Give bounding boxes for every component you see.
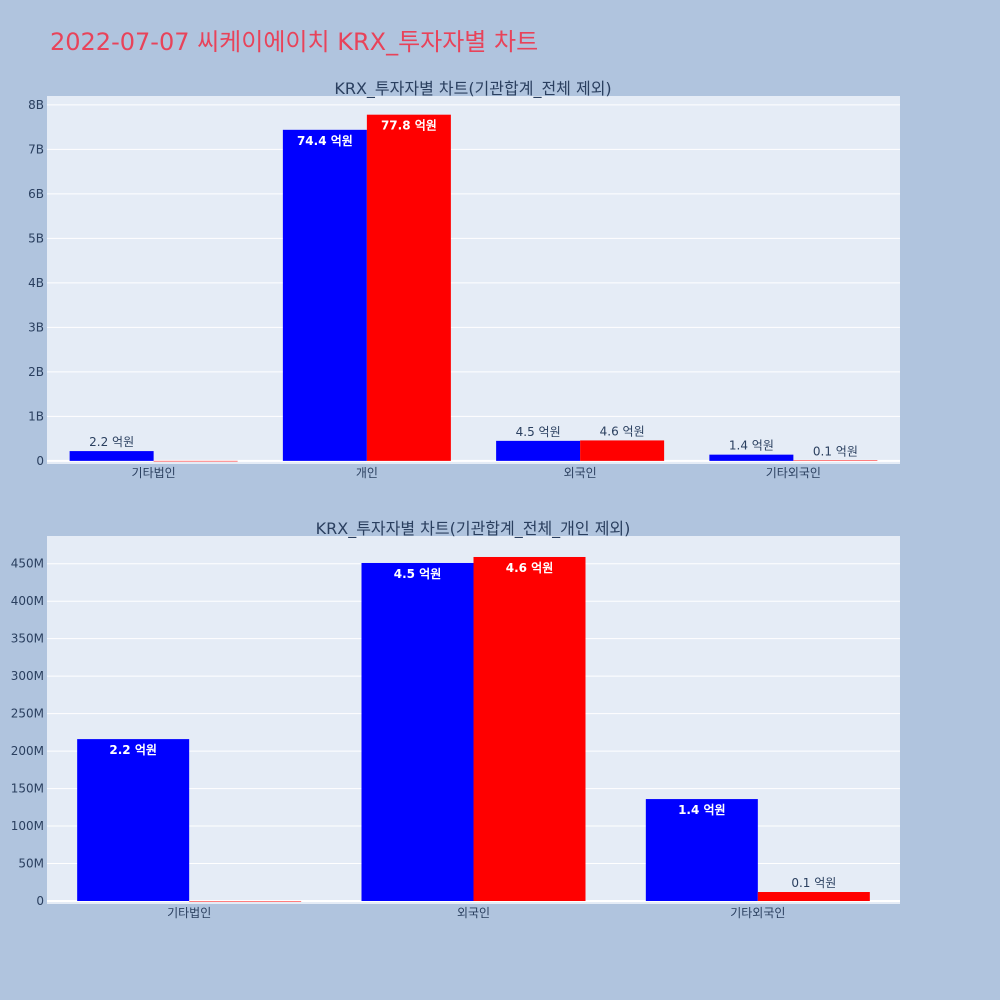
bar <box>645 799 758 902</box>
bar <box>496 440 581 461</box>
bar <box>69 451 154 461</box>
data-label: 77.8 억원 <box>381 119 437 133</box>
bar <box>366 114 451 461</box>
bar <box>709 454 794 461</box>
bar <box>580 440 665 461</box>
data-label: 1.4 억원 <box>678 803 726 817</box>
bar <box>189 901 302 902</box>
y-tick-label: 0 <box>36 894 44 908</box>
x-tick-label: 개인 <box>356 466 378 480</box>
data-label: 0.1 억원 <box>791 876 836 890</box>
y-tick-label: 100M <box>11 819 44 833</box>
data-label: 2.2 억원 <box>89 435 134 449</box>
y-tick-label: 2B <box>28 365 44 379</box>
x-tick-label: 기타법인 <box>167 906 211 920</box>
page-title: 2022-07-07 씨케이에이치 KRX_투자자별 차트 <box>50 28 539 56</box>
y-tick-label: 300M <box>11 669 44 683</box>
data-label: 4.6 억원 <box>600 424 645 438</box>
x-tick-label: 기타외국인 <box>766 466 821 480</box>
data-label: 74.4 억원 <box>297 134 353 148</box>
chart-title: KRX_투자자별 차트(기관합계_전체_개인 제외) <box>316 519 631 539</box>
y-tick-label: 4B <box>28 276 44 290</box>
data-label: 4.6 억원 <box>506 561 554 575</box>
plot-area <box>47 96 900 464</box>
y-tick-label: 5B <box>28 231 44 245</box>
chart-title: KRX_투자자별 차트(기관합계_전체 제외) <box>334 79 611 99</box>
y-tick-label: 400M <box>11 594 44 608</box>
bar <box>757 892 870 902</box>
y-tick-label: 450M <box>11 557 44 571</box>
y-tick-label: 7B <box>28 142 44 156</box>
y-tick-label: 150M <box>11 782 44 796</box>
x-tick-label: 기타법인 <box>132 466 176 480</box>
data-label: 2.2 억원 <box>109 743 157 757</box>
x-tick-label: 외국인 <box>457 906 490 920</box>
bar <box>473 556 586 902</box>
bar <box>361 562 474 902</box>
data-label: 4.5 억원 <box>516 425 561 439</box>
y-tick-label: 200M <box>11 744 44 758</box>
y-tick-label: 350M <box>11 632 44 646</box>
x-tick-label: 외국인 <box>564 466 597 480</box>
bar <box>77 739 190 902</box>
data-label: 4.5 억원 <box>394 567 442 581</box>
x-tick-label: 기타외국인 <box>730 906 785 920</box>
y-tick-label: 8B <box>28 98 44 112</box>
bar <box>793 460 878 461</box>
y-tick-label: 3B <box>28 320 44 334</box>
y-tick-label: 1B <box>28 409 44 423</box>
y-tick-label: 0 <box>36 454 44 468</box>
data-label: 0.1 억원 <box>813 444 858 458</box>
bar <box>153 460 238 462</box>
data-label: 1.4 억원 <box>729 439 774 453</box>
y-tick-label: 250M <box>11 707 44 721</box>
bar <box>282 129 367 461</box>
y-tick-label: 50M <box>18 857 44 871</box>
y-tick-label: 6B <box>28 187 44 201</box>
